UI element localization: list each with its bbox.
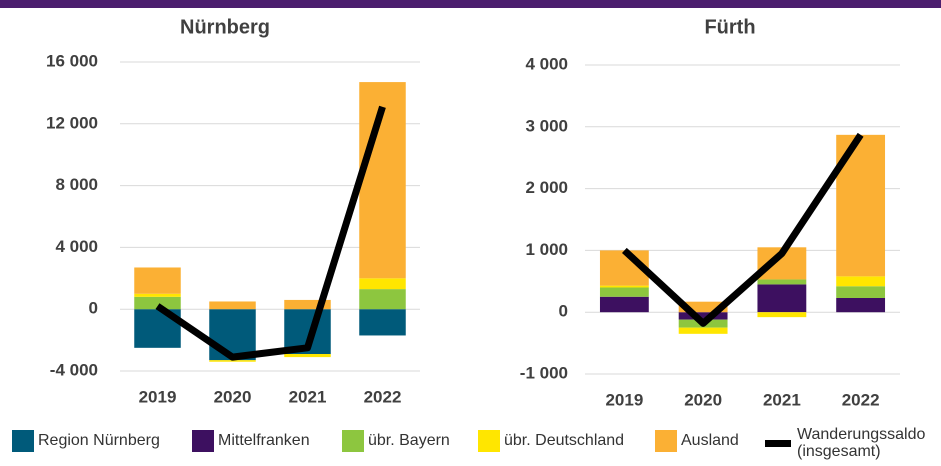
y-tick-label: -1 000 [520, 363, 568, 382]
legend-swatch [192, 430, 214, 452]
charts: Nürnberg -4 000 0 4 000 8 000 12 000 16 000 201… [0, 0, 941, 409]
x-tick-label: 2021 [763, 390, 801, 409]
legend-label: übr. Bayern [368, 432, 450, 449]
bar-segment [134, 296, 181, 310]
bar-segment [284, 299, 331, 310]
bar-segment [209, 360, 256, 362]
bar-segment [757, 312, 807, 318]
bar-segment [757, 279, 807, 285]
legend-item: Wanderungssaldo (insgesamt) [765, 426, 941, 460]
saldo-line [155, 105, 386, 361]
bar-segment [599, 296, 649, 313]
y-tick-label: 3 000 [525, 116, 568, 135]
legend-label: Region Nürnberg [38, 432, 160, 449]
bar-segment [599, 285, 649, 288]
y-tick-label: 0 [559, 302, 568, 321]
y-tick-label: 4 000 [525, 54, 568, 73]
chart-title: Nürnberg [180, 16, 270, 38]
bar-segment [599, 287, 649, 297]
legend-swatch [765, 439, 791, 447]
saldo-line [621, 132, 864, 327]
legend-item: übr. Deutschland [478, 430, 624, 452]
legend-swatch [12, 430, 34, 452]
bar-segment [836, 286, 886, 298]
legend-label: Mittelfranken [218, 432, 310, 449]
x-tick-label: 2021 [289, 387, 327, 406]
legend-swatch [478, 430, 500, 452]
x-tick-label: 2020 [684, 390, 722, 409]
bar-segment [284, 354, 331, 358]
legend: Region Nürnberg Mittelfranken übr. Bayern ü… [0, 426, 941, 466]
bar-segment [209, 301, 256, 310]
y-tick-label: 16 000 [46, 51, 98, 70]
bar-segment [836, 297, 886, 313]
bar-segment [678, 327, 728, 334]
x-tick-label: 2019 [139, 387, 177, 406]
legend-label: übr. Deutschland [504, 432, 625, 449]
bar-segment [359, 278, 406, 290]
bar-segment [836, 276, 886, 287]
y-tick-label: 8 000 [55, 175, 98, 194]
x-tick-label: 2019 [605, 390, 643, 409]
bar-segment [359, 289, 406, 310]
bar-segment [678, 301, 728, 313]
legend-item: Region Nürnberg [12, 430, 160, 452]
y-tick-label: 1 000 [525, 240, 568, 259]
y-tick-label: 12 000 [46, 113, 98, 132]
bar-segment [757, 284, 807, 313]
header-bar [0, 0, 941, 8]
chart-title: Fürth [704, 16, 755, 38]
y-tick-label: 0 [89, 299, 98, 318]
y-tick-label: 2 000 [525, 178, 568, 197]
bar-segment [134, 293, 181, 297]
legend-swatch [342, 430, 364, 452]
x-tick-label: 2022 [842, 390, 880, 409]
x-tick-label: 2022 [364, 387, 402, 406]
bar-segment [134, 267, 181, 294]
legend-item: übr. Bayern [342, 430, 450, 452]
x-tick-label: 2020 [214, 387, 252, 406]
bar-segment [359, 309, 406, 336]
legend-swatch [655, 430, 677, 452]
legend-label: Ausland [681, 432, 739, 449]
legend-item: Mittelfranken [192, 430, 310, 452]
legend-item: Ausland [655, 430, 739, 452]
y-tick-label: 4 000 [55, 237, 98, 256]
legend-label: Wanderungssaldo (insgesamt) [797, 426, 926, 460]
y-tick-label: -4 000 [50, 360, 98, 379]
bar-segment [678, 312, 728, 320]
